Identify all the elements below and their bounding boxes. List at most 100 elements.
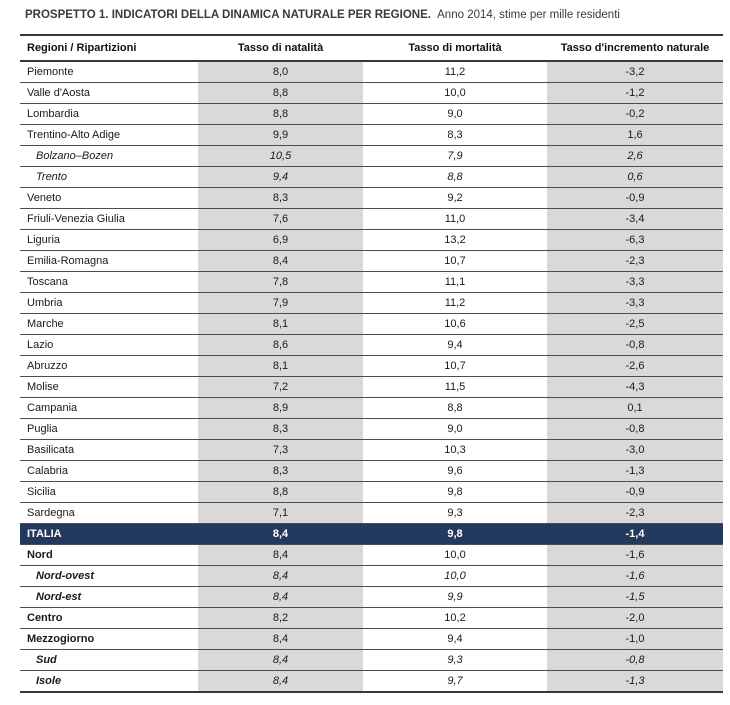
table-row: Mezzogiorno 8,4 9,4 -1,0 [20, 628, 723, 650]
region-cell: Sardegna [27, 507, 75, 519]
natalita-cell: 8,3 [198, 187, 363, 209]
natalita-cell: 8,4 [198, 544, 363, 566]
mortalita-cell: 9,4 [447, 339, 463, 351]
mortalita-cell: 9,8 [363, 523, 547, 545]
incremento-cell: -0,8 [547, 334, 723, 356]
region-cell: Lombardia [27, 108, 79, 120]
region-cell: Nord-ovest [36, 570, 95, 582]
natalita-cell: 8,1 [198, 313, 363, 335]
region-cell: Centro [27, 612, 63, 624]
table-row: Toscana 7,8 11,1 -3,3 [20, 271, 723, 293]
table-row: Lazio 8,6 9,4 -0,8 [20, 334, 723, 356]
column-header-natalita: Tasso di natalità [198, 35, 363, 62]
incremento-cell: -6,3 [547, 229, 723, 251]
region-cell: Valle d'Aosta [27, 87, 91, 99]
table-row: Trentino-Alto Adige 9,9 8,3 1,6 [20, 124, 723, 146]
mortalita-cell: 11,2 [444, 66, 466, 78]
incremento-cell: -3,2 [547, 61, 723, 83]
table-row: Marche 8,1 10,6 -2,5 [20, 313, 723, 335]
incremento-cell: -0,2 [547, 103, 723, 125]
mortalita-cell: 10,0 [444, 570, 466, 582]
incremento-cell: -1,2 [547, 82, 723, 104]
incremento-cell: -3,3 [547, 271, 723, 293]
natalita-cell: 6,9 [198, 229, 363, 251]
incremento-cell: -3,3 [547, 292, 723, 314]
mortalita-cell: 10,0 [444, 549, 466, 561]
region-cell: Sud [36, 654, 57, 666]
region-cell: Bolzano–Bozen [36, 150, 114, 162]
natalita-cell: 8,6 [198, 334, 363, 356]
natalita-cell: 8,0 [198, 61, 363, 83]
mortalita-cell: 11,5 [444, 381, 466, 393]
table-row: Calabria 8,3 9,6 -1,3 [20, 460, 723, 482]
incremento-cell: -1,6 [547, 544, 723, 566]
region-cell: Puglia [27, 423, 58, 435]
region-cell: Liguria [27, 234, 61, 246]
region-cell: ITALIA [20, 523, 198, 545]
table-row: Puglia 8,3 9,0 -0,8 [20, 418, 723, 440]
natalita-cell: 7,1 [198, 502, 363, 524]
table-row: Nord 8,4 10,0 -1,6 [20, 544, 723, 566]
mortalita-cell: 11,2 [444, 297, 466, 309]
incremento-cell: -2,3 [547, 250, 723, 272]
incremento-cell: -2,3 [547, 502, 723, 524]
mortalita-cell: 10,7 [444, 255, 466, 267]
region-cell: Piemonte [27, 66, 74, 78]
mortalita-cell: 11,0 [444, 213, 466, 225]
region-cell: Toscana [27, 276, 68, 288]
table-header: Regioni / Ripartizioni Tasso di natalità… [20, 35, 723, 62]
incremento-cell: -1,3 [547, 460, 723, 482]
mortalita-cell: 9,9 [447, 591, 463, 603]
table-row: Valle d'Aosta 8,8 10,0 -1,2 [20, 82, 723, 104]
table-caption-subtitle: Anno 2014, stime per mille residenti [437, 9, 620, 21]
table-row: Friuli-Venezia Giulia 7,6 11,0 -3,4 [20, 208, 723, 230]
mortalita-cell: 9,0 [447, 108, 463, 120]
natalita-cell: 9,4 [198, 166, 363, 188]
mortalita-cell: 9,6 [447, 465, 463, 477]
natalita-cell: 8,1 [198, 355, 363, 377]
natalita-cell: 8,8 [198, 481, 363, 503]
natalita-cell: 8,4 [198, 586, 363, 608]
table-row: Bolzano–Bozen 10,5 7,9 2,6 [20, 145, 723, 167]
table-row: Centro 8,2 10,2 -2,0 [20, 607, 723, 629]
natalita-cell: 8,4 [198, 628, 363, 650]
natalita-cell: 7,2 [198, 376, 363, 398]
table-caption-title: PROSPETTO 1. INDICATORI DELLA DINAMICA N… [25, 9, 431, 21]
table-row: Veneto 8,3 9,2 -0,9 [20, 187, 723, 209]
incremento-cell: -2,5 [547, 313, 723, 335]
incremento-cell: 0,6 [547, 166, 723, 188]
region-cell: Trento [36, 171, 67, 183]
mortalita-cell: 8,8 [447, 171, 463, 183]
incremento-cell: -1,4 [547, 523, 723, 545]
table-row: Piemonte 8,0 11,2 -3,2 [20, 61, 723, 83]
indicators-table: Regioni / Ripartizioni Tasso di natalità… [20, 34, 723, 693]
region-cell: Emilia-Romagna [27, 255, 109, 267]
incremento-cell: -1,0 [547, 628, 723, 650]
table-row: Nord-ovest 8,4 10,0 -1,6 [20, 565, 723, 587]
mortalita-cell: 13,2 [444, 234, 466, 246]
column-header-regioni: Regioni / Ripartizioni [20, 35, 198, 62]
mortalita-cell: 9,0 [447, 423, 463, 435]
table-row: Campania 8,9 8,8 0,1 [20, 397, 723, 419]
mortalita-cell: 8,3 [447, 129, 463, 141]
table-row: Molise 7,2 11,5 -4,3 [20, 376, 723, 398]
region-cell: Nord-est [36, 591, 82, 603]
natalita-cell: 8,8 [198, 103, 363, 125]
table-row: Basilicata 7,3 10,3 -3,0 [20, 439, 723, 461]
mortalita-cell: 10,7 [444, 360, 466, 372]
table-row: Liguria 6,9 13,2 -6,3 [20, 229, 723, 251]
incremento-cell: -0,9 [547, 187, 723, 209]
region-cell: Campania [27, 402, 78, 414]
natalita-cell: 8,4 [198, 523, 363, 545]
incremento-cell: -3,4 [547, 208, 723, 230]
incremento-cell: 1,6 [547, 124, 723, 146]
table-row: Abruzzo 8,1 10,7 -2,6 [20, 355, 723, 377]
incremento-cell: -0,9 [547, 481, 723, 503]
mortalita-cell: 9,3 [447, 654, 463, 666]
mortalita-cell: 7,9 [447, 150, 463, 162]
mortalita-cell: 10,6 [444, 318, 466, 330]
table-row: ITALIA 8,4 9,8 -1,4 [20, 523, 723, 545]
region-cell: Umbria [27, 297, 63, 309]
natalita-cell: 8,2 [198, 607, 363, 629]
